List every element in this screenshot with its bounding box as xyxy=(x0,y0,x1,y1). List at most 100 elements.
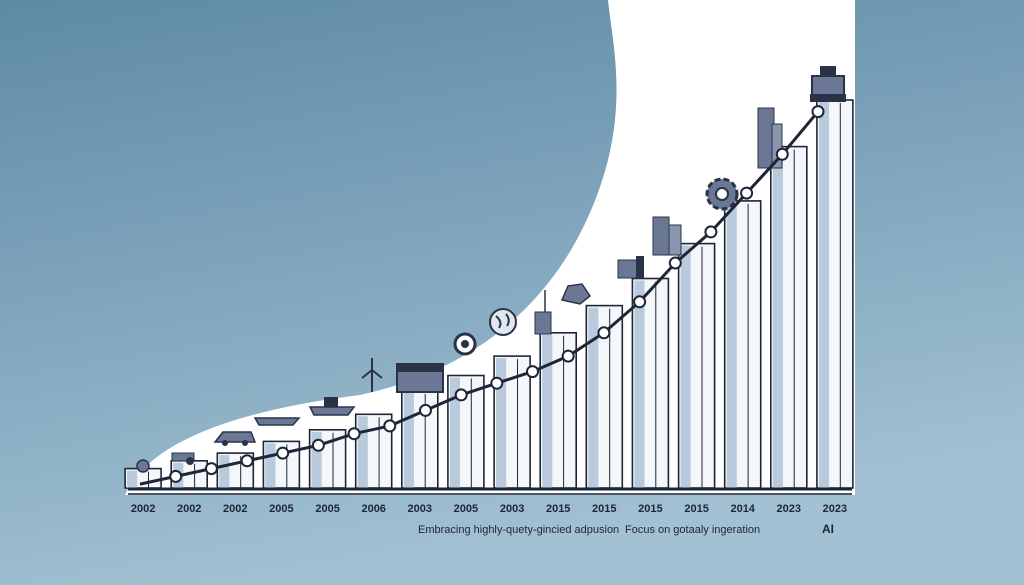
icon-part xyxy=(810,94,846,102)
icon-part xyxy=(136,459,150,473)
x-tick-label: 2015 xyxy=(592,503,616,515)
icon-part xyxy=(308,406,356,416)
line-marker xyxy=(240,454,254,468)
white-panel xyxy=(125,0,855,495)
robot-head-icon xyxy=(810,66,846,102)
bar-shade xyxy=(634,280,645,488)
line-marker xyxy=(740,186,754,200)
bar-shade xyxy=(127,470,138,488)
windmill-icon xyxy=(361,358,383,392)
x-tick-label: 2023 xyxy=(823,503,847,515)
annotations: Embracing highly-quety-gincied adpusion … xyxy=(418,522,834,536)
bar-shade xyxy=(588,307,599,488)
line-layer xyxy=(139,105,825,486)
bar-shade xyxy=(357,416,368,488)
icon-part xyxy=(771,123,783,169)
circuit-icon xyxy=(560,283,592,305)
line-marker xyxy=(633,295,647,309)
line-marker xyxy=(597,326,611,340)
icon-part xyxy=(171,452,195,462)
x-tick-label: 2005 xyxy=(454,503,478,515)
server-icon xyxy=(396,363,444,393)
icon-part xyxy=(495,313,510,329)
office-buildings-icon xyxy=(652,216,682,256)
x-tick-label: 2003 xyxy=(500,503,524,515)
x-tick-label: 2023 xyxy=(777,503,801,515)
icon-part xyxy=(397,364,443,372)
annotation-text: AI xyxy=(822,522,834,536)
car-icon xyxy=(213,431,257,446)
boat-icon xyxy=(253,417,301,426)
line-marker xyxy=(454,388,468,402)
icon-part xyxy=(361,358,383,379)
line-marker xyxy=(419,403,432,417)
icon-part xyxy=(253,417,301,426)
icon-part xyxy=(811,75,845,97)
bar-shade xyxy=(818,102,829,488)
icon-part xyxy=(668,224,682,256)
line-marker xyxy=(775,147,789,161)
line-marker xyxy=(311,438,325,452)
bar-shade xyxy=(311,431,322,488)
line-marker xyxy=(704,225,718,239)
line-marker xyxy=(561,349,575,363)
annotation-text: Embracing highly-quety-gincied adpusion xyxy=(418,524,619,536)
x-tick-label: 2002 xyxy=(131,503,155,515)
x-tick-label: 2006 xyxy=(361,503,385,515)
bar-shade xyxy=(403,393,414,488)
x-tick-label: 2015 xyxy=(684,503,708,515)
icon-part xyxy=(534,311,552,335)
ship-icon xyxy=(308,397,356,416)
globe-icon xyxy=(489,308,517,336)
bars-layer xyxy=(124,99,854,489)
antenna-tower-icon xyxy=(534,290,552,335)
line-marker xyxy=(526,365,539,379)
axis-layer xyxy=(128,487,852,495)
icon-part xyxy=(489,308,517,336)
line-marker xyxy=(204,462,218,476)
icon-part xyxy=(242,440,248,446)
tractor-icon xyxy=(171,452,195,465)
bar-shade xyxy=(726,202,737,488)
icon-part xyxy=(820,66,836,76)
x-tick-label: 2002 xyxy=(177,503,201,515)
x-tick-label: 2003 xyxy=(408,503,432,515)
line-marker xyxy=(383,419,397,433)
tick-labels: 2002 2002 2002 2005 2005 2006 2003 2005 2003 2015… xyxy=(131,503,847,515)
bar-shade xyxy=(449,377,460,488)
bar-shade xyxy=(680,245,691,488)
gear-icon xyxy=(705,177,739,211)
icon-part xyxy=(186,457,194,465)
icon-part xyxy=(213,431,257,443)
x-tick-label: 2015 xyxy=(638,503,662,515)
x-tick-label: 2005 xyxy=(315,503,339,515)
icon-part xyxy=(636,256,644,278)
line-marker xyxy=(811,105,825,119)
line-marker xyxy=(347,427,361,441)
bar-shade xyxy=(496,358,507,488)
skyscraper-icon xyxy=(757,107,783,169)
x-tick-label: 2005 xyxy=(269,503,293,515)
line-marker xyxy=(169,469,183,483)
ground-robot-icon xyxy=(136,459,150,473)
gear-eye-icon xyxy=(453,332,477,356)
line-marker xyxy=(276,446,290,460)
factory-icon xyxy=(617,256,644,279)
icon-part xyxy=(715,187,729,201)
bar-shade xyxy=(772,148,783,488)
x-tick-label: 2014 xyxy=(730,503,755,515)
icon-part xyxy=(461,340,469,348)
bar-shade xyxy=(265,443,276,488)
icon-part xyxy=(222,440,228,446)
x-tick-label: 2015 xyxy=(546,503,570,515)
icon-part xyxy=(652,216,670,256)
line-marker xyxy=(668,256,682,270)
line-marker xyxy=(490,376,504,390)
icon-part xyxy=(560,283,592,305)
annotation-text: Focus on gotaaly ingeration xyxy=(625,524,760,536)
bar-shade xyxy=(219,455,230,488)
bar-shade xyxy=(542,334,553,488)
